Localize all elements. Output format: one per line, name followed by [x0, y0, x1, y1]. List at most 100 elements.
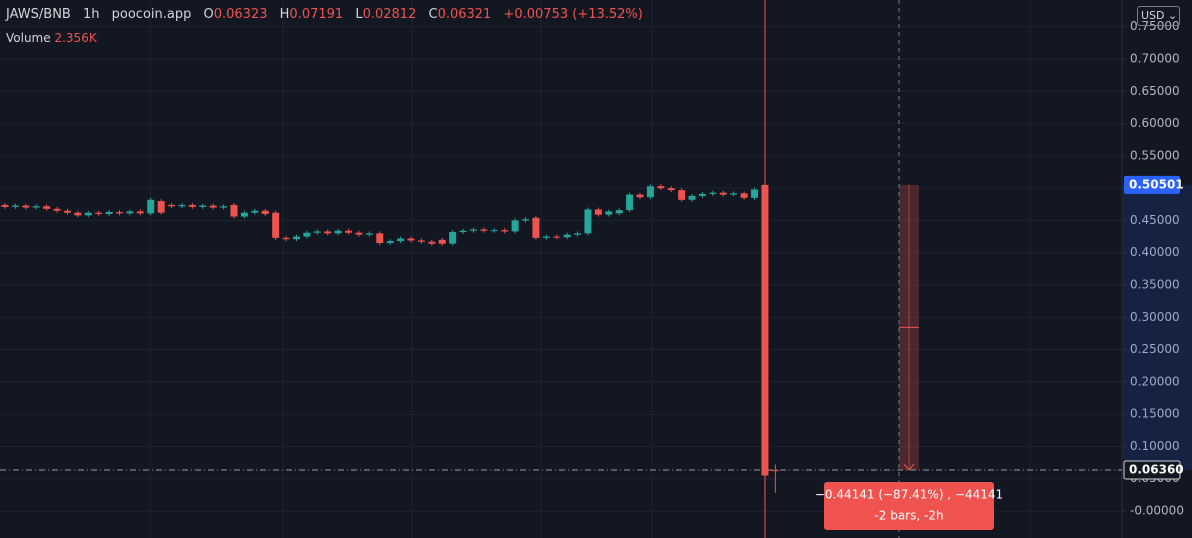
ohlc-key: L	[355, 7, 363, 22]
change: +0.00753 (+13.52%)	[503, 7, 643, 22]
volume-value: 2.356K	[54, 31, 97, 45]
y-tick-label: 0.75000	[1130, 19, 1180, 33]
price-range-highlight	[1123, 184, 1192, 470]
candle-body	[334, 230, 342, 234]
candle-body	[282, 237, 290, 240]
candle-body	[313, 231, 321, 233]
currency: USD	[1141, 9, 1165, 22]
candle-body	[157, 201, 165, 213]
candle-body	[501, 230, 509, 232]
y-tick-label: 0.30000	[1130, 310, 1180, 324]
candle-body	[84, 212, 92, 216]
y-tick-label: 0.45000	[1130, 213, 1180, 227]
candle-body	[459, 230, 467, 233]
candle-body	[1, 204, 9, 207]
candle-body	[95, 212, 103, 214]
candle-body	[53, 208, 61, 211]
candle-body	[220, 206, 228, 208]
candle-body	[126, 211, 134, 214]
price-tag	[1123, 460, 1181, 480]
y-tick-label: 0.70000	[1130, 52, 1180, 66]
candle-body	[261, 210, 269, 214]
source: poocoin.app	[111, 7, 192, 22]
candle-body	[490, 230, 498, 232]
candle-body	[438, 239, 446, 244]
price-tag-label: 0.50501	[1129, 177, 1184, 191]
candle-body	[522, 219, 529, 221]
y-tick-label: 0.25000	[1130, 342, 1180, 356]
y-tick-label: 0.10000	[1130, 439, 1180, 453]
candle-body	[751, 189, 759, 198]
candle-body	[376, 233, 384, 244]
price-tag-label: 0.06360	[1129, 462, 1184, 476]
legend-header: JAWS/BNB 1h poocoin.app O0.06323 H0.0719…	[6, 7, 643, 22]
candle-body	[116, 212, 124, 214]
volume-label: Volume	[6, 31, 51, 45]
candle-body	[469, 229, 477, 231]
y-tick-label: 0.60000	[1130, 116, 1180, 130]
candle-body	[615, 210, 623, 214]
candle-body	[178, 204, 186, 207]
candle-body	[240, 212, 248, 217]
measure-tooltip	[824, 482, 994, 530]
candle-body	[688, 195, 696, 200]
candle-body	[709, 192, 717, 194]
candle-body	[43, 206, 51, 209]
candle-body	[719, 192, 727, 195]
candle-body	[272, 212, 280, 238]
candle-body	[574, 233, 582, 235]
y-tick-label: 0.55000	[1130, 148, 1180, 162]
candle-body	[667, 188, 675, 191]
candle-body	[397, 238, 405, 242]
candle-body	[698, 193, 706, 196]
ohlc-value: 0.07191	[289, 7, 344, 22]
ohlc-value: 0.06323	[213, 7, 268, 22]
ohlc-key: O	[203, 7, 214, 22]
y-tick-label: 0.20000	[1130, 374, 1180, 388]
candle-body	[365, 233, 373, 235]
measure-line2: -2 bars, -2h	[874, 509, 943, 523]
candle-body	[730, 193, 738, 195]
candle-body	[11, 205, 19, 207]
candle-body	[407, 238, 415, 241]
volume-legend: Volume 2.356K	[6, 31, 97, 45]
horizontal-grid	[0, 26, 1122, 512]
candle-body	[292, 236, 300, 240]
y-tick-label: 0.35000	[1130, 278, 1180, 292]
measure-line1: −0.44141 (−87.41%) , −44141	[815, 488, 1003, 502]
candle-body	[147, 199, 155, 214]
candle-body	[209, 205, 217, 208]
ohlc-value: 0.06321	[437, 7, 492, 22]
ohlc-key: C	[428, 7, 438, 22]
candle-body	[584, 209, 592, 234]
candle-body	[188, 204, 196, 207]
interval: 1h	[82, 7, 100, 22]
ohlc-value: 0.02812	[362, 7, 417, 22]
vertical-grid	[149, 0, 1031, 538]
candle-body	[553, 236, 561, 238]
candle-body	[428, 241, 436, 244]
candle-body	[771, 470, 779, 472]
candle-body	[136, 211, 144, 214]
candle-body	[230, 204, 238, 217]
candle-body	[324, 231, 332, 234]
currency-select[interactable]: USD ⌄	[1137, 6, 1180, 26]
candle-body	[761, 184, 769, 476]
candle-body	[626, 194, 634, 211]
candle-body	[605, 211, 613, 215]
candle-body	[168, 204, 176, 207]
candle-body	[199, 205, 207, 207]
candle-body	[563, 234, 571, 238]
candle-body	[594, 209, 602, 215]
candle-body	[511, 220, 519, 232]
measure-arrowhead	[903, 463, 915, 471]
y-tick-label: -0.00000	[1130, 504, 1184, 518]
candle-body	[542, 236, 550, 238]
candle-body	[678, 190, 686, 200]
candle-body	[105, 212, 113, 214]
candle-body	[449, 232, 457, 244]
y-tick-label: 0.40000	[1130, 245, 1180, 259]
candle-body	[740, 193, 748, 198]
